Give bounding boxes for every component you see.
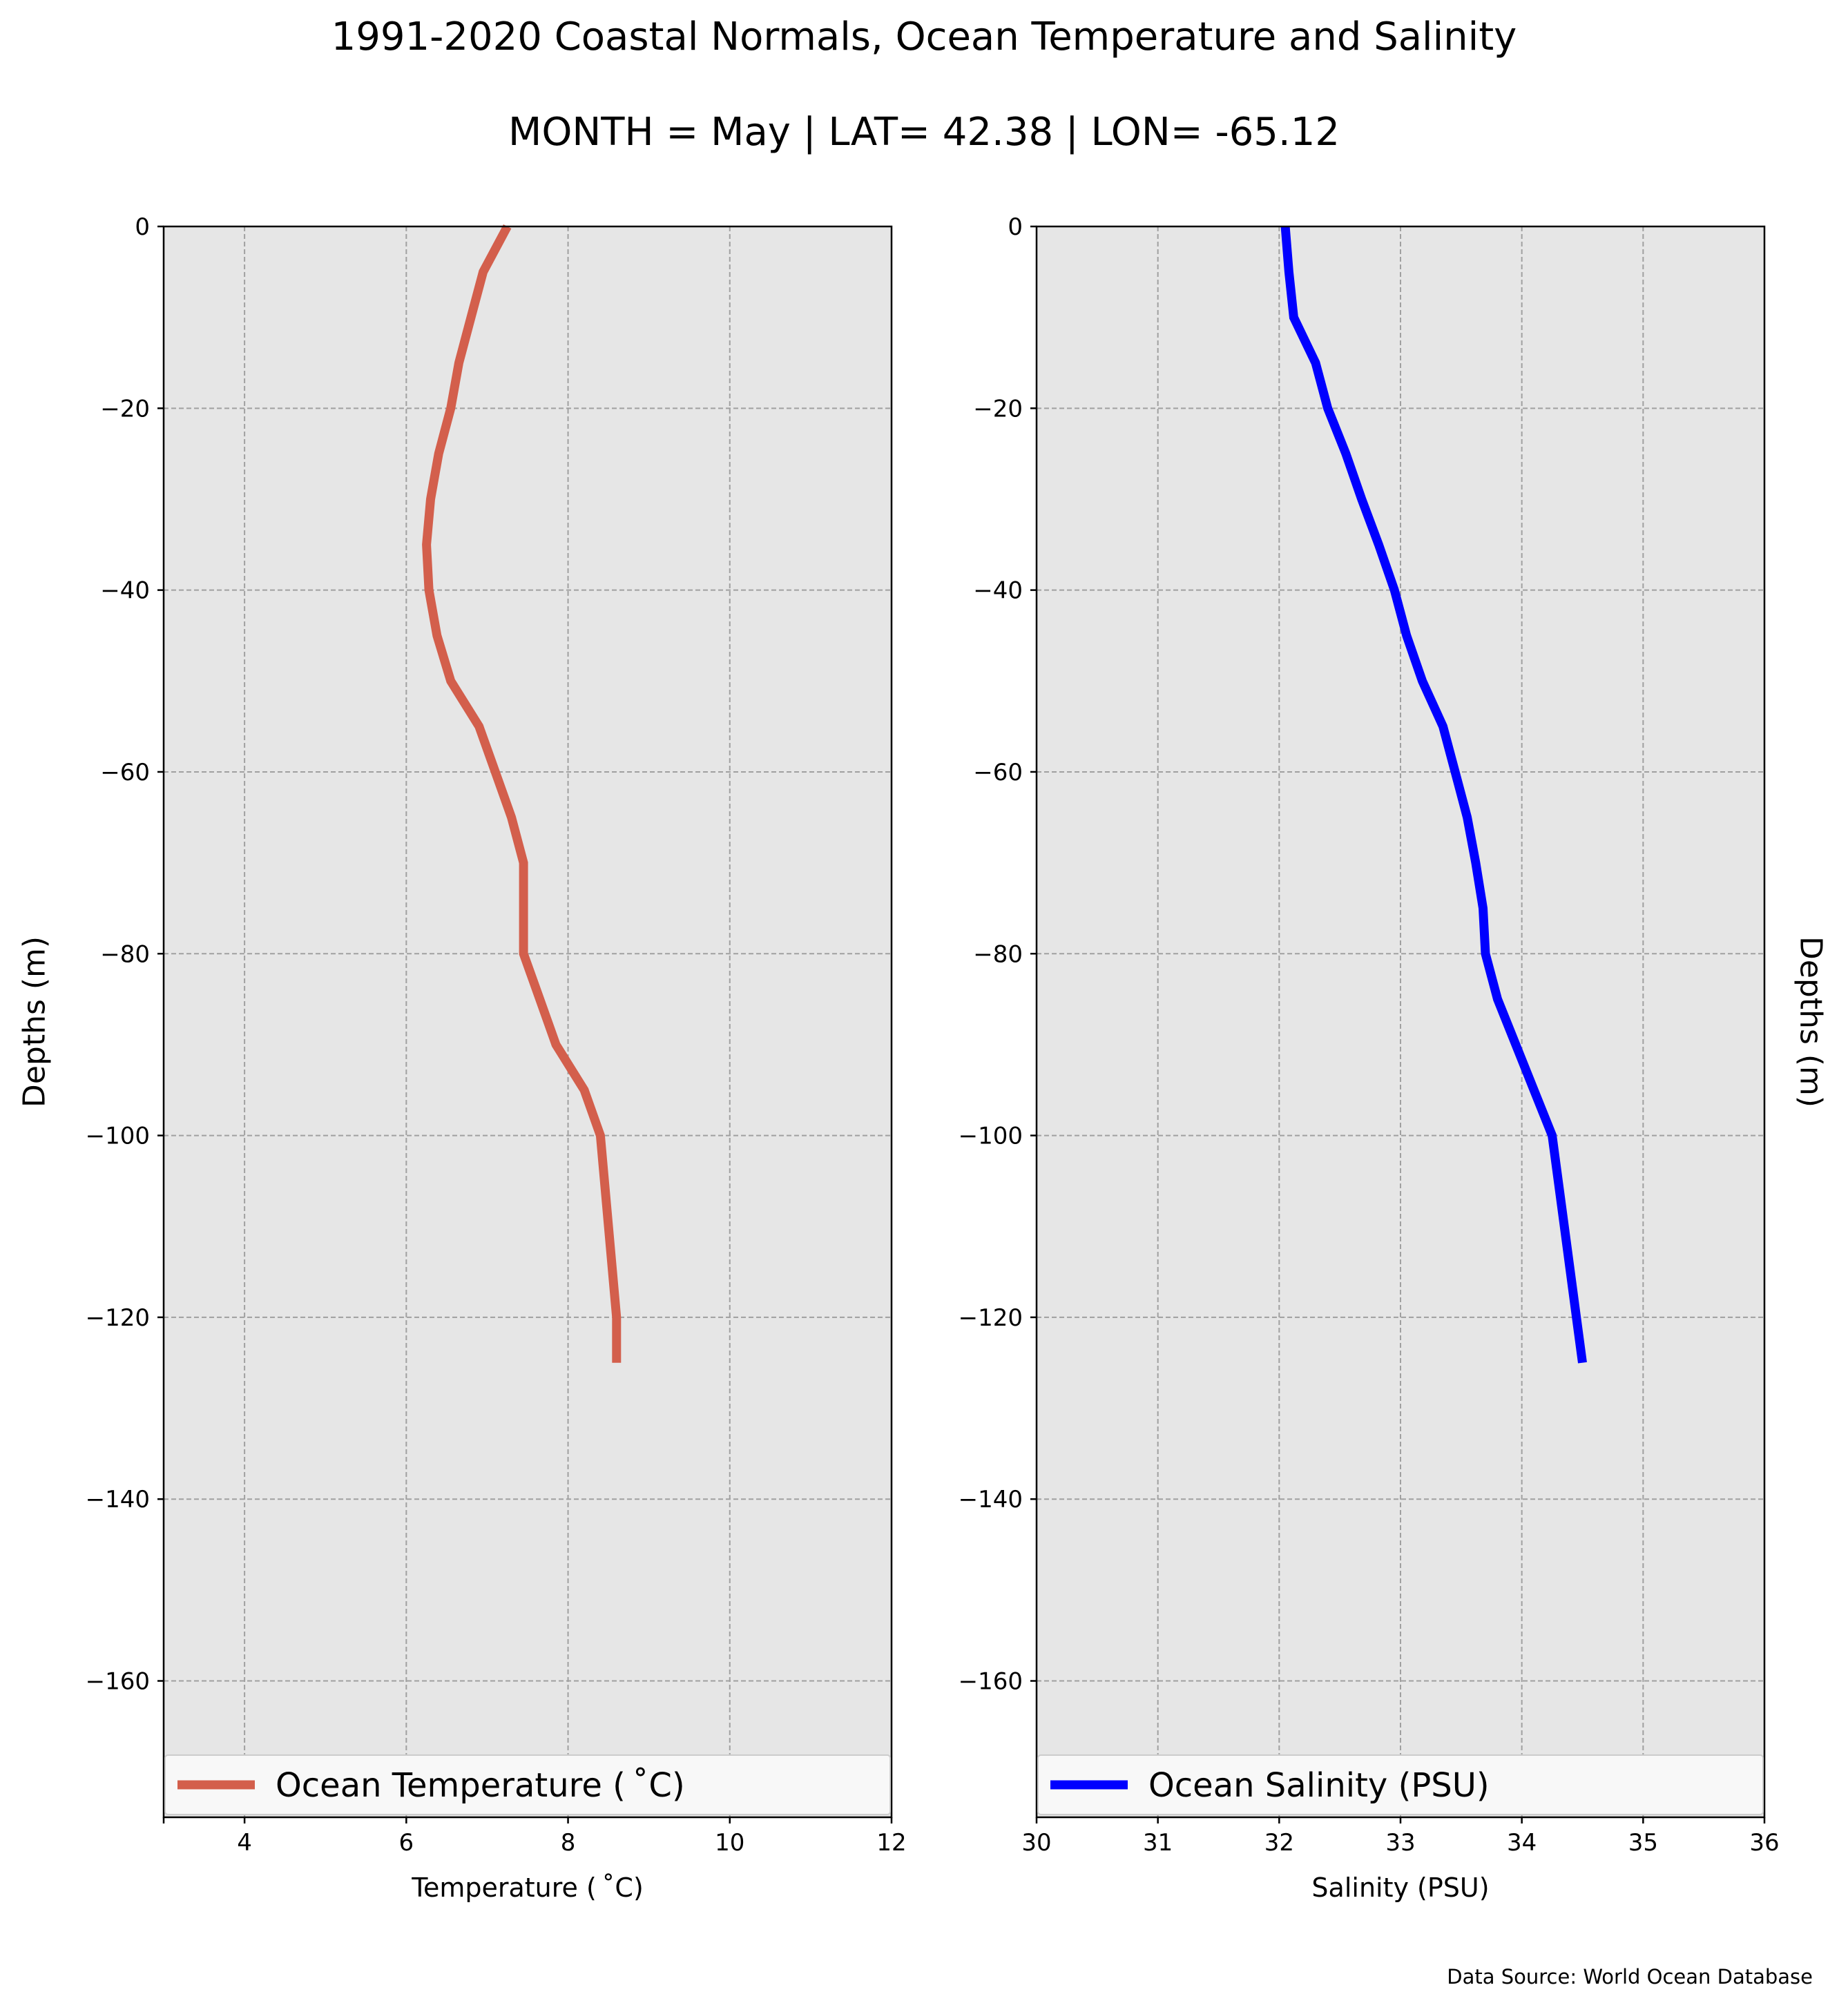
y-tick-label: −60 [973, 759, 1023, 786]
y-tick-label: −120 [959, 1304, 1023, 1332]
x-tick-label: 8 [561, 1829, 576, 1857]
x-tick-label: 34 [1507, 1829, 1537, 1857]
series-line-salinity [1280, 226, 1587, 1364]
y-tick-label: −80 [973, 940, 1023, 968]
temperature-panel: 4 6 8 10 12 0 −20 −40 −60 −80 −100 −120 −140 −160 Temp… [17, 213, 907, 1903]
x-tick-label: 30 [1021, 1829, 1051, 1857]
series-line-temperature [422, 224, 622, 1363]
legend: Ocean Salinity (PSU) [1037, 1754, 1764, 1815]
y-axis-label: Depths (m) [1793, 936, 1829, 1107]
x-tick-label: 36 [1749, 1829, 1779, 1857]
legend-box [164, 1754, 891, 1815]
y-tick-label: −40 [973, 577, 1023, 605]
y-tick-label: −100 [959, 1123, 1023, 1150]
x-tick-label: 35 [1628, 1829, 1658, 1857]
salinity-panel: 30 31 32 33 34 35 36 0 −20 −40 −60 −80 −100 −120 −140 −… [959, 213, 1829, 1903]
legend: Ocean Temperature ( ˚C) [164, 1754, 891, 1815]
y-tick-label: −160 [86, 1668, 150, 1696]
legend-label: Ocean Temperature ( ˚C) [276, 1766, 685, 1805]
legend-box [1037, 1754, 1764, 1815]
y-tick-label: −140 [959, 1486, 1023, 1513]
y-axis-label: Depths (m) [17, 936, 52, 1107]
y-tick-label: −80 [100, 940, 150, 968]
y-tick-label: 0 [1008, 213, 1023, 241]
y-tick-label: −40 [100, 577, 150, 605]
x-tick-label: 12 [876, 1829, 906, 1857]
plot-area [164, 226, 892, 1817]
axes-frame [162, 225, 893, 1819]
x-axis-label: Salinity (PSU) [1311, 1873, 1489, 1903]
x-axis-label: Temperature ( ˚C) [411, 1873, 644, 1903]
x-tick-label: 32 [1264, 1829, 1294, 1857]
x-tick-label: 4 [237, 1829, 252, 1857]
legend-label: Ocean Salinity (PSU) [1148, 1766, 1490, 1805]
figure-subtitle: MONTH = May | LAT= 42.38 | LON= -65.12 [508, 110, 1340, 155]
y-tick-label: 0 [135, 213, 150, 241]
y-tick-label: −140 [86, 1486, 150, 1513]
x-tick-label: 31 [1143, 1829, 1173, 1857]
y-tick-label: −60 [100, 759, 150, 786]
figure-title: 1991-2020 Coastal Normals, Ocean Tempera… [331, 14, 1517, 59]
data-source-note: Data Source: World Ocean Database [1447, 1965, 1813, 1989]
y-tick-label: −160 [959, 1668, 1023, 1696]
y-tick-label: −20 [973, 395, 1023, 423]
x-tick-label: 10 [715, 1829, 744, 1857]
x-tick-label: 6 [399, 1829, 414, 1857]
y-tick-label: −100 [86, 1123, 150, 1150]
y-tick-label: −20 [100, 395, 150, 423]
x-tick-label: 33 [1385, 1829, 1415, 1857]
y-tick-label: −120 [86, 1304, 150, 1332]
